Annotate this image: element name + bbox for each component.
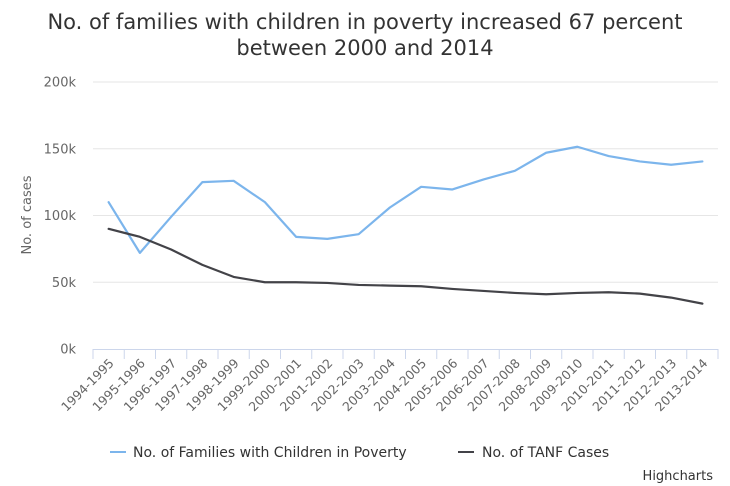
y-tick-label: 150k [44, 142, 77, 157]
y-tick-label: 0k [60, 343, 76, 358]
data-point[interactable] [261, 198, 269, 206]
data-point[interactable] [292, 233, 300, 241]
data-point[interactable] [573, 143, 581, 151]
credits-link[interactable]: Highcharts [643, 469, 714, 484]
data-point[interactable] [105, 198, 113, 206]
data-point[interactable] [323, 235, 331, 243]
data-point[interactable] [605, 288, 613, 296]
data-point[interactable] [105, 225, 113, 233]
chart-title-line-2: between 2000 and 2014 [236, 36, 493, 60]
data-point[interactable] [355, 281, 363, 289]
data-point[interactable] [136, 233, 144, 241]
data-point[interactable] [667, 294, 675, 302]
data-point[interactable] [605, 152, 613, 160]
y-axis-title: No. of cases [20, 175, 35, 254]
data-point[interactable] [698, 300, 706, 308]
legend-item-tanf[interactable]: No. of TANF Cases [482, 445, 609, 461]
data-point[interactable] [542, 149, 550, 157]
series-lines [105, 143, 706, 308]
data-point[interactable] [448, 185, 456, 193]
y-tick-label: 100k [44, 209, 77, 224]
series-line-tanf[interactable] [107, 227, 704, 305]
data-point[interactable] [417, 183, 425, 191]
data-point[interactable] [167, 213, 175, 221]
y-tick-label: 200k [44, 76, 77, 91]
data-point[interactable] [355, 230, 363, 238]
data-point[interactable] [698, 157, 706, 165]
legend: No. of Families with Children in Poverty… [110, 445, 609, 461]
grid-lines [93, 81, 718, 283]
y-tick-label: 50k [52, 276, 77, 291]
data-point[interactable] [511, 167, 519, 175]
data-point[interactable] [636, 290, 644, 298]
data-point[interactable] [323, 279, 331, 287]
data-point[interactable] [198, 178, 206, 186]
data-point[interactable] [636, 157, 644, 165]
x-axis [92, 349, 719, 359]
chart-title-line-1: No. of families with children in poverty… [47, 10, 682, 34]
data-point[interactable] [448, 285, 456, 293]
data-point[interactable] [230, 177, 238, 185]
data-point[interactable] [511, 289, 519, 297]
data-point[interactable] [198, 261, 206, 269]
data-point[interactable] [292, 278, 300, 286]
data-point[interactable] [386, 282, 394, 290]
data-point[interactable] [136, 249, 144, 257]
legend-item-poverty[interactable]: No. of Families with Children in Poverty [133, 445, 407, 461]
data-point[interactable] [573, 289, 581, 297]
series-line-poverty[interactable] [107, 145, 704, 254]
data-point[interactable] [386, 203, 394, 211]
data-point[interactable] [667, 161, 675, 169]
data-point[interactable] [480, 287, 488, 295]
data-point[interactable] [542, 290, 550, 298]
data-point[interactable] [167, 246, 175, 254]
y-axis-ticks: 0k 50k 100k 150k 200k [44, 76, 77, 358]
data-point[interactable] [230, 273, 238, 281]
data-point[interactable] [261, 278, 269, 286]
data-point[interactable] [480, 175, 488, 183]
data-point[interactable] [417, 282, 425, 290]
